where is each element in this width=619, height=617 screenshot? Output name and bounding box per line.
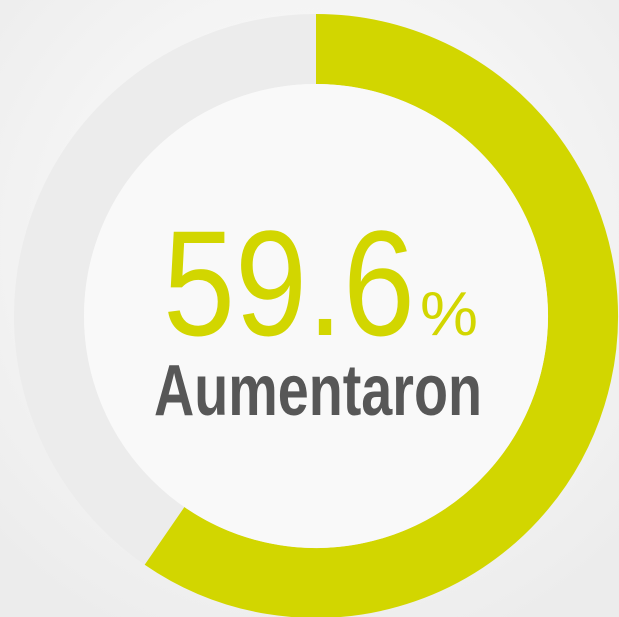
inner-circle — [84, 84, 548, 548]
unit-label: % — [420, 280, 478, 349]
arc — [144, 14, 618, 617]
value-label: 59.6 — [163, 199, 415, 367]
category-label: Aumentaron — [154, 351, 482, 431]
